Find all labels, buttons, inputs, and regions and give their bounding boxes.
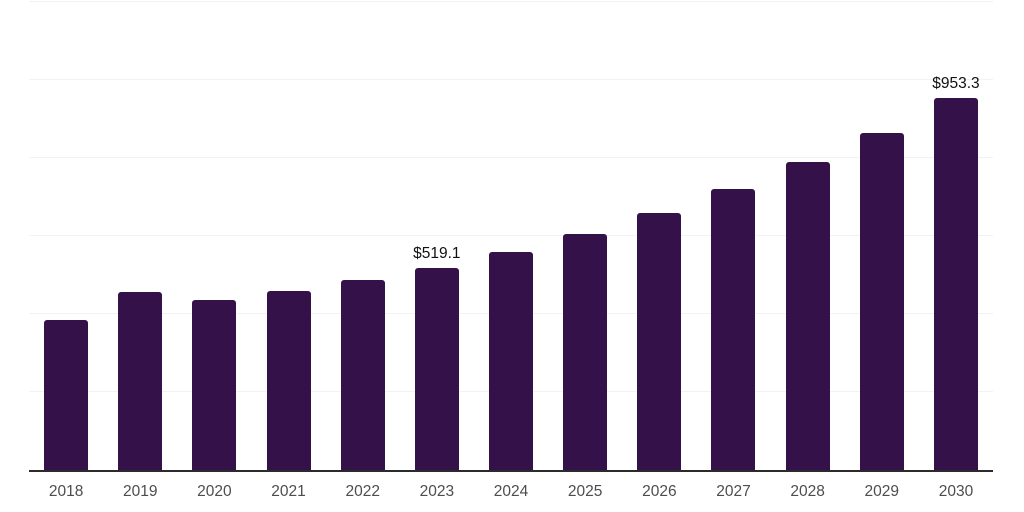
x-tick-label-2022: 2022 xyxy=(345,483,380,500)
bar-2020 xyxy=(192,299,237,470)
gridline-y-600 xyxy=(29,235,993,236)
bar-slot-2026 xyxy=(622,2,696,470)
bar-slot-2020 xyxy=(177,2,251,470)
x-tick-label-2029: 2029 xyxy=(864,483,900,500)
gridline-y-1000 xyxy=(29,79,993,80)
bar-2022 xyxy=(340,280,385,470)
x-axis-line xyxy=(29,470,993,472)
bar-slot-2029 xyxy=(845,2,919,470)
bar-slot-2028 xyxy=(771,2,845,470)
x-tick-label-2019: 2019 xyxy=(122,483,158,500)
bar-value-label-2023: $519.1 xyxy=(413,244,461,262)
bar-slot-2025 xyxy=(548,2,622,470)
bar-2030 xyxy=(933,98,978,470)
gridline-y-1200 xyxy=(29,1,993,2)
x-tick-label-2026: 2026 xyxy=(642,483,677,500)
bar-slot-2030: $953.3 xyxy=(919,2,993,470)
x-tick-label-2028: 2028 xyxy=(790,483,825,500)
bar-value-label-2030: $953.3 xyxy=(932,75,980,93)
bar-slot-2024 xyxy=(474,2,548,470)
bar-slot-2022 xyxy=(326,2,400,470)
bar-slot-2018 xyxy=(29,2,103,470)
bar-2026 xyxy=(637,212,682,470)
bars-row: $519.1 $953.3 xyxy=(29,2,993,470)
plot-area: $519.1 $953.3 xyxy=(29,1,993,472)
bar-2028 xyxy=(785,161,830,470)
x-axis-labels: 2018 2019 2020 2021 2022 2023 2024 2025 2026 2027… xyxy=(29,482,993,502)
x-tick-label-2025: 2025 xyxy=(567,483,603,500)
bar-2027 xyxy=(711,188,756,470)
bar-slot-2027 xyxy=(696,2,770,470)
x-tick-label-2018: 2018 xyxy=(48,483,84,500)
bar-2029 xyxy=(859,133,904,470)
x-tick-label-2023: 2023 xyxy=(419,483,455,500)
bar-2023 xyxy=(414,267,459,470)
bar-slot-2023: $519.1 xyxy=(400,2,474,470)
x-tick-label-2021: 2021 xyxy=(271,483,306,500)
bar-2021 xyxy=(266,291,311,470)
x-tick-label-2024: 2024 xyxy=(493,483,529,500)
bar-slot-2021 xyxy=(251,2,325,470)
bar-2025 xyxy=(563,233,608,470)
gridline-y-800 xyxy=(29,157,993,158)
bar-2019 xyxy=(118,292,163,470)
bar-2024 xyxy=(489,251,534,470)
bar-2018 xyxy=(44,319,89,470)
x-tick-label-2027: 2027 xyxy=(716,483,751,500)
x-tick-label-2030: 2030 xyxy=(938,483,974,500)
x-tick-label-2020: 2020 xyxy=(197,483,232,500)
bar-slot-2019 xyxy=(103,2,177,470)
